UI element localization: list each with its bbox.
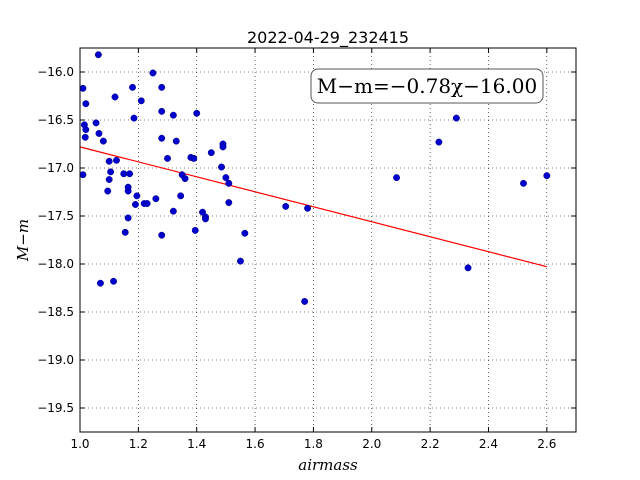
data-point (105, 157, 113, 165)
y-tick-label: −18.5 (37, 305, 74, 319)
data-point (92, 119, 100, 127)
y-tick-label: −18.0 (37, 257, 74, 271)
y-tick-label: −19.5 (37, 401, 74, 415)
data-point (164, 154, 171, 162)
fit-line-layer (79, 146, 547, 268)
data-point (304, 204, 312, 212)
data-point (129, 83, 136, 91)
data-point (120, 170, 128, 178)
data-point (152, 195, 160, 203)
y-tick-label: −19.0 (37, 353, 74, 367)
x-tick-label: 1.6 (246, 437, 265, 451)
data-point (143, 200, 151, 207)
data-point (393, 174, 401, 182)
data-point (124, 214, 132, 222)
data-point (225, 199, 233, 207)
data-point (130, 114, 138, 122)
annotation-text: M−m=−0.78χ−16.00 (317, 74, 537, 98)
data-point (133, 192, 141, 200)
data-point (169, 111, 177, 119)
chart-title: 2022-04-29_232415 (247, 28, 409, 48)
data-point (219, 143, 227, 151)
annotation-box (310, 68, 544, 104)
axis-ticks: 1.0 1.2 1.4 1.6 1.8 2.0 2.2 2.4 2.6 −16.0 −16.5 −17… (37, 48, 576, 451)
x-tick-label: 2.0 (362, 437, 381, 451)
data-point (110, 277, 118, 285)
x-axis-label: airmass (298, 456, 358, 474)
data-point (172, 137, 180, 145)
data-point (158, 231, 166, 239)
data-point (124, 187, 132, 195)
x-tick-label: 2.2 (421, 437, 440, 451)
data-point (105, 176, 113, 183)
data-point (111, 93, 119, 101)
data-point (94, 51, 102, 59)
plot-frame (79, 47, 577, 433)
data-point (464, 264, 472, 272)
data-point (82, 126, 90, 134)
data-point (237, 257, 244, 265)
y-axis-label: M−m (14, 219, 32, 262)
x-tick-label: 1.4 (187, 437, 206, 451)
y-tick-label: −16.0 (37, 65, 74, 79)
data-point (79, 84, 87, 92)
data-point (241, 229, 249, 237)
y-tick-label: −17.5 (37, 209, 74, 223)
data-point (181, 175, 189, 183)
y-tick-label: −17.0 (37, 161, 74, 175)
data-point (149, 69, 157, 77)
data-point (435, 138, 443, 146)
grid (79, 48, 576, 432)
data-point (79, 171, 87, 179)
x-tick-label: 1.8 (304, 437, 323, 451)
data-point (190, 154, 198, 162)
data-points (79, 51, 551, 305)
data-point (191, 226, 199, 234)
data-point (107, 168, 115, 176)
data-point (131, 201, 139, 208)
data-point (81, 133, 89, 141)
fit-line (79, 146, 547, 268)
data-point (96, 279, 104, 287)
data-point (222, 174, 230, 182)
data-point (137, 97, 145, 105)
data-point (225, 179, 233, 187)
data-point (207, 149, 215, 157)
data-point (452, 114, 460, 122)
x-tick-label: 1.0 (70, 437, 89, 451)
data-point (543, 172, 551, 180)
data-point (520, 179, 527, 187)
data-point (202, 215, 209, 223)
data-point (82, 100, 90, 108)
x-tick-label: 1.2 (129, 437, 148, 451)
data-point (121, 228, 129, 236)
data-point (177, 192, 185, 200)
data-point (301, 297, 309, 305)
x-tick-label: 2.6 (537, 437, 556, 451)
data-point (99, 137, 107, 145)
fit-annotation: M−m=−0.78χ−16.00 (310, 68, 544, 104)
data-point (282, 202, 290, 210)
data-point (193, 109, 201, 117)
data-point (126, 170, 134, 178)
data-point (218, 163, 225, 171)
data-point (169, 207, 177, 215)
data-point (95, 129, 103, 137)
y-tick-label: −16.5 (37, 113, 74, 127)
data-point (158, 134, 166, 142)
x-tick-label: 2.4 (479, 437, 498, 451)
data-point (158, 83, 166, 91)
data-point (158, 107, 166, 115)
data-point (113, 156, 120, 164)
data-point (104, 187, 112, 195)
